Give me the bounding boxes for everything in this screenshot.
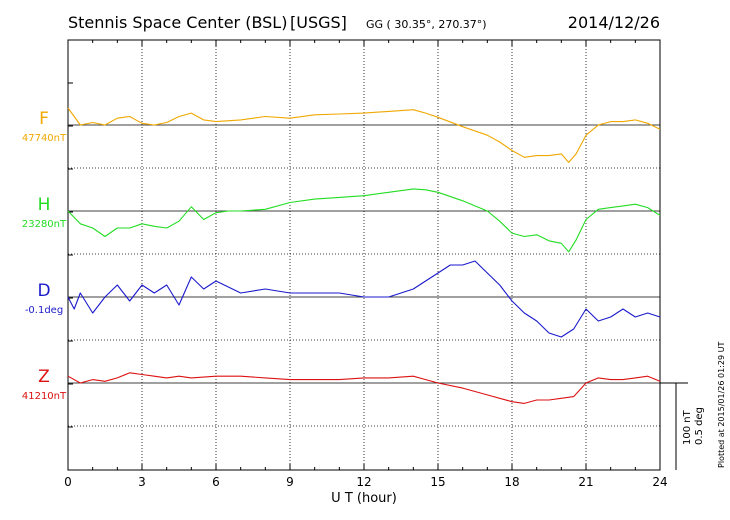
x-tick-label: 24 (652, 475, 667, 489)
x-tick-label: 3 (138, 475, 146, 489)
x-tick-label: 6 (212, 475, 220, 489)
series-name-d: D (37, 281, 50, 301)
series-line-f (67, 107, 661, 163)
scale-label-nt: 100 nT (682, 409, 693, 445)
x-tick-label: 21 (578, 475, 593, 489)
x-axis-title: U T (hour) (331, 491, 397, 506)
x-tick-label: 18 (504, 475, 519, 489)
series-baseline-d: -0.1deg (25, 305, 63, 316)
series-line-z (67, 372, 661, 404)
series-name-h: H (38, 195, 51, 215)
plot-frame (67, 39, 661, 471)
coords-label: GG ( 30.35°, 270.37°) (366, 18, 487, 31)
scale-bar: 100 nT 0.5 deg (660, 382, 705, 470)
series-name-f: F (39, 109, 49, 129)
series-baseline-z: 41210nT (22, 391, 67, 402)
series-labels: F 47740nT H 23280nT D -0.1deg Z 41210nT (22, 109, 67, 402)
x-axis: 0 3 6 9 12 15 18 21 24 (64, 39, 668, 489)
grid (68, 40, 660, 470)
agency-label: [USGS] (290, 13, 347, 32)
scale-label-deg: 0.5 deg (694, 407, 705, 445)
x-tick-label: 15 (430, 475, 445, 489)
x-tick-label: 0 (64, 475, 72, 489)
series-baseline-h: 23280nT (22, 219, 67, 230)
series-group (67, 107, 661, 404)
series-line-d (67, 260, 661, 338)
series-line-h (67, 188, 661, 253)
series-baseline-f: 47740nT (22, 133, 67, 144)
plotted-note: Plotted at 2015/01/26 01:29 UT (717, 342, 726, 468)
date-label: 2014/12/26 (568, 13, 660, 32)
x-tick-label: 12 (356, 475, 371, 489)
x-tick-label: 9 (286, 475, 294, 489)
series-name-z: Z (38, 367, 50, 387)
station-title: Stennis Space Center (BSL) (68, 13, 287, 32)
